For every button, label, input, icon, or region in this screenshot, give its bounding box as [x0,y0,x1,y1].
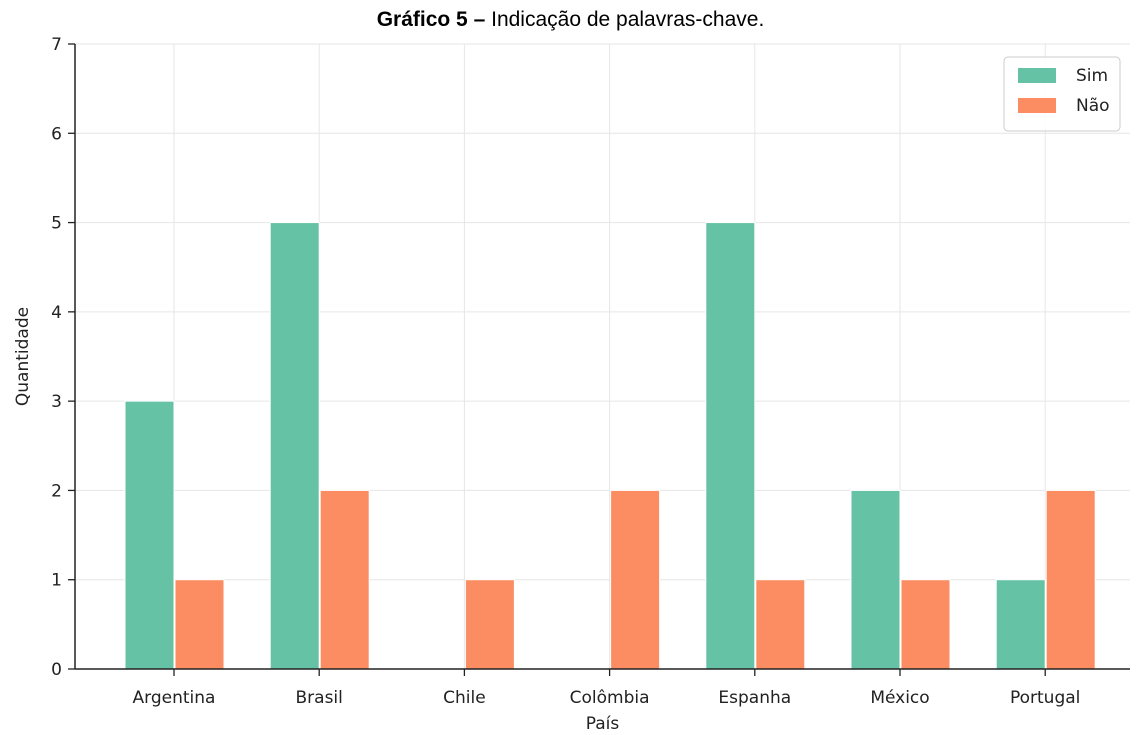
legend-label: Sim [1076,66,1108,86]
y-ticks: 0 1 2 3 4 5 6 7 [51,35,75,680]
chart-title: Gráfico 5 – Indicação de palavras-chave. [0,8,1141,32]
x-tick-label: México [870,688,929,708]
bar-não [319,489,370,670]
bar-sim [705,222,756,670]
axes [74,44,1130,670]
y-tick-label: 1 [51,571,62,591]
y-tick-label: 2 [51,481,62,501]
bar-sim [850,489,901,670]
legend-label: Não [1076,96,1110,116]
y-tick-label: 4 [51,303,62,323]
x-axis-label: País [586,714,620,734]
x-tick-label: Argentina [133,688,216,708]
x-tick-label: Colômbia [570,688,650,708]
x-tick-label: Chile [443,688,486,708]
legend-swatch-não [1018,98,1056,113]
bar-não [900,579,951,670]
bar-não [755,579,806,670]
legend: Sim Não [1003,56,1121,132]
chart-title-text: Indicação de palavras-chave. [491,8,765,31]
y-tick-label: 5 [51,214,62,234]
y-axis-label: Quantidade [13,307,33,406]
x-ticks: Argentina Brasil Chile Colômbia Espanha Méxic… [133,669,1080,708]
y-tick-label: 0 [51,660,62,680]
grid-lines [75,43,1130,669]
x-tick-label: Portugal [1010,688,1080,708]
bar-não [1045,489,1096,670]
chart-title-bold: Gráfico 5 – [376,8,486,31]
y-tick-label: 3 [51,392,62,412]
legend-swatch-sim [1018,68,1056,83]
y-tick-label: 7 [51,35,62,55]
bars [124,222,1096,670]
x-tick-label: Brasil [296,688,343,708]
y-tick-label: 6 [51,124,62,144]
bar-sim [124,400,175,670]
bar-sim [995,579,1046,670]
bar-não [174,579,225,670]
bar-não [610,489,661,670]
x-tick-label: Espanha [718,688,791,708]
bar-não [464,579,515,670]
bar-sim [269,222,320,670]
